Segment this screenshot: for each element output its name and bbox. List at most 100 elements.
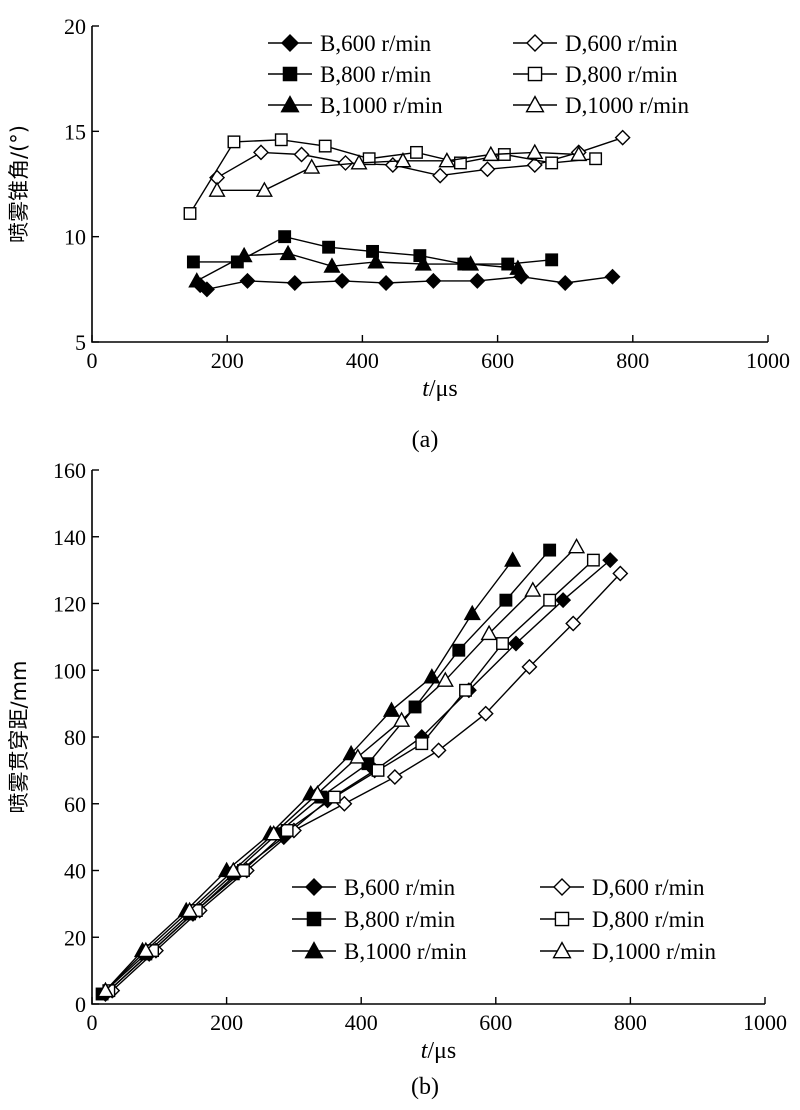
data-point (568, 537, 586, 554)
data-point (188, 272, 206, 288)
series-line (108, 559, 594, 992)
x-axis-title-unit: /μs (427, 1038, 456, 1064)
legend-item: D,600 r/min (513, 31, 678, 56)
y-tick-label: 140 (53, 525, 86, 550)
y-tick-label: 5 (75, 330, 86, 355)
data-point (386, 769, 403, 786)
data-point (274, 133, 288, 147)
y-tick-label: 160 (53, 458, 86, 483)
data-point (279, 244, 297, 261)
series-triangle-open-5 (208, 143, 588, 197)
legend-label: B,600 r/min (344, 875, 456, 900)
legend-item: B,800 r/min (292, 907, 456, 932)
y-tick-label: 20 (64, 14, 86, 39)
legend-label: B,1000 r/min (320, 93, 443, 118)
data-point (415, 737, 429, 751)
x-tick-label: 800 (614, 1010, 647, 1035)
legend: B,600 r/min D,600 r/min B,800 r/min D,800 r… (292, 875, 716, 964)
data-point (265, 824, 283, 841)
legend-item: D,1000 r/min (540, 939, 716, 964)
data-point (480, 624, 498, 641)
data-point (496, 637, 509, 650)
data-point (526, 157, 543, 174)
data-point (308, 784, 326, 801)
x-tick-label: 0 (87, 348, 98, 373)
series-line (196, 252, 518, 282)
x-tick-label: 1000 (746, 348, 790, 373)
data-point (349, 748, 367, 764)
series-diamond-filled-0 (97, 552, 619, 1002)
series-square-filled-2 (95, 543, 557, 1001)
data-point (453, 156, 467, 170)
data-point (469, 272, 486, 289)
series-triangle-filled-4 (96, 551, 522, 998)
data-point (293, 146, 310, 163)
data-point (361, 757, 375, 771)
x-tick-label: 0 (87, 1010, 98, 1035)
x-axis-title-var: t (422, 376, 430, 402)
data-point (327, 790, 341, 804)
data-point (362, 152, 376, 166)
data-point (280, 824, 294, 837)
data-point (366, 244, 379, 258)
legend-label: D,600 r/min (565, 31, 678, 56)
data-point (239, 272, 256, 289)
data-point (499, 593, 513, 607)
data-point (350, 154, 368, 170)
data-point (430, 742, 447, 759)
legend-item: B,600 r/min (292, 875, 456, 900)
data-point (586, 553, 600, 567)
data-point (463, 604, 481, 621)
data-point (181, 901, 199, 918)
data-point (334, 272, 351, 289)
y-tick-label: 20 (64, 925, 86, 950)
y-tick-label: 60 (64, 792, 86, 817)
data-point (526, 143, 544, 159)
y-tick-label: 120 (53, 592, 86, 617)
data-point (479, 161, 496, 178)
legend-label: B,1000 r/min (344, 939, 467, 964)
data-point (410, 145, 423, 159)
data-point (414, 255, 432, 271)
legend-item: D,800 r/min (513, 62, 678, 87)
data-point (208, 181, 226, 197)
x-tick-label: 400 (346, 348, 379, 373)
legend: B,600 r/min D,600 r/min B,800 r/min D,800 r… (268, 31, 689, 118)
x-tick-label: 200 (210, 1010, 243, 1035)
data-point (452, 643, 466, 657)
legend-item: B,600 r/min (268, 31, 432, 56)
x-tick-label: 400 (345, 1010, 378, 1035)
data-point (323, 257, 341, 273)
data-point (367, 253, 385, 269)
x-axis-title: t/μs (422, 376, 458, 402)
legend-marker (280, 95, 300, 113)
data-point (432, 167, 449, 184)
x-tick-label: 600 (479, 1010, 512, 1035)
data-point (303, 158, 321, 174)
legend-marker (304, 941, 324, 959)
data-point (604, 268, 621, 285)
x-tick-label: 600 (481, 348, 514, 373)
legend-item: D,800 r/min (540, 907, 705, 932)
data-point (337, 154, 354, 171)
data-point (318, 139, 332, 153)
y-tick-label: 10 (64, 225, 86, 250)
y-axis-title: 喷雾锥角/(°) (7, 125, 31, 243)
x-axis-title-var: t (421, 1038, 429, 1064)
chart-caption: (b) (411, 1074, 439, 1100)
data-point (394, 152, 412, 168)
series-line (101, 549, 551, 995)
data-point (521, 658, 538, 675)
legend-label: D,1000 r/min (592, 939, 716, 964)
legend-marker (527, 66, 543, 82)
data-point (322, 240, 336, 254)
data-point (253, 144, 269, 161)
series-triangle-filled-4 (188, 244, 527, 288)
legend-label: D,800 r/min (565, 62, 678, 87)
data-point (438, 152, 456, 168)
data-point (378, 275, 395, 292)
data-point (524, 581, 542, 597)
data-point (614, 129, 631, 146)
